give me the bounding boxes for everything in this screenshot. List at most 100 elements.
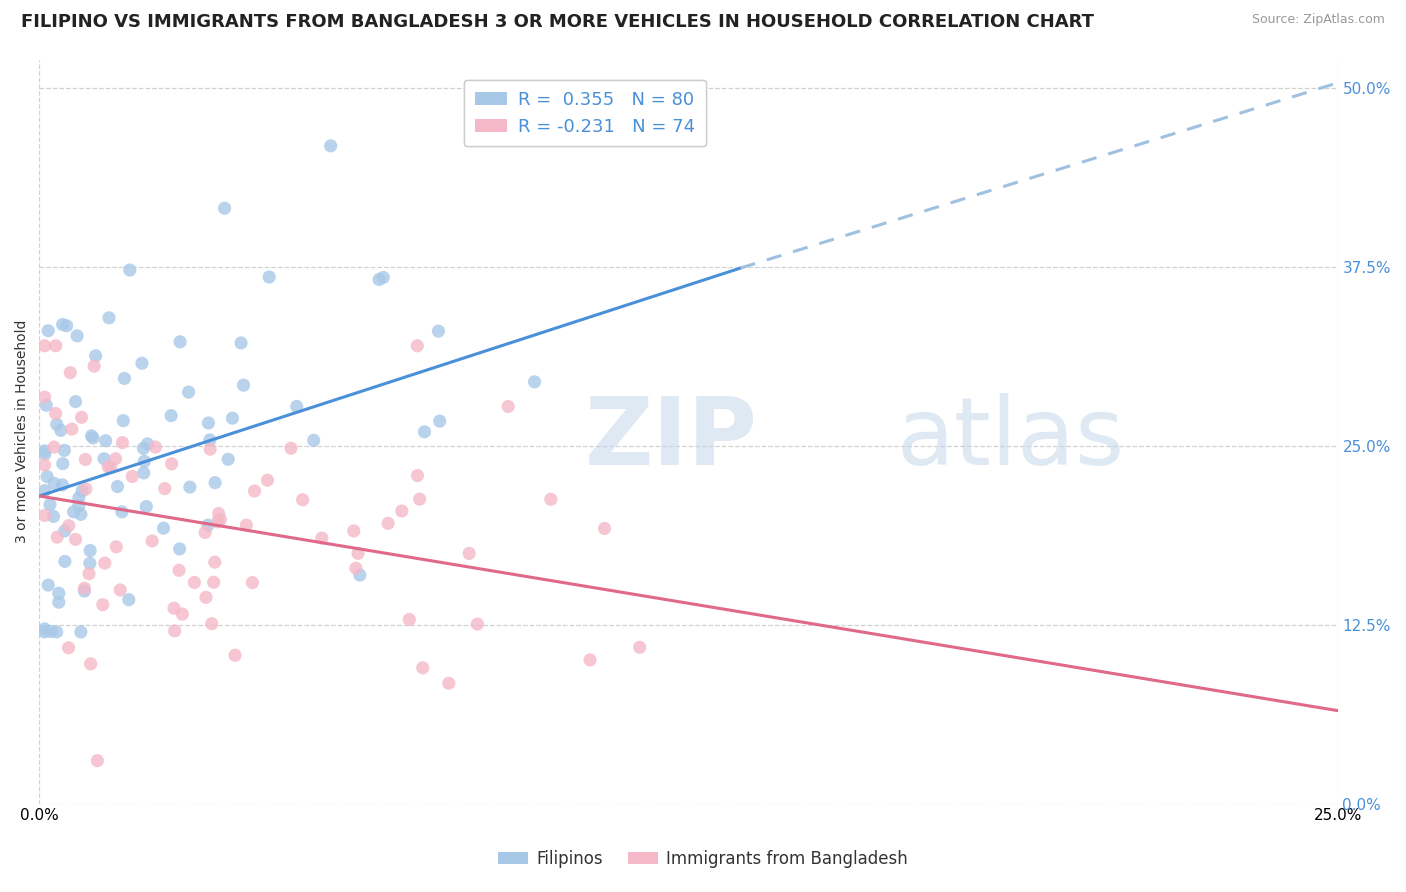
Point — [579, 653, 602, 667]
Point — [37, 324, 59, 338]
Point — [412, 661, 434, 675]
Point — [84, 349, 107, 363]
Point — [59, 366, 82, 380]
Point — [45, 339, 67, 353]
Point — [112, 414, 135, 428]
Point — [45, 624, 67, 639]
Point — [39, 624, 62, 639]
Point — [163, 601, 186, 615]
Point — [217, 452, 239, 467]
Point — [194, 525, 217, 540]
Point — [35, 398, 58, 412]
Point — [160, 457, 183, 471]
Point — [110, 582, 132, 597]
Point — [235, 518, 257, 533]
Point — [134, 454, 156, 468]
Point — [136, 437, 159, 451]
Point — [145, 440, 167, 454]
Point — [58, 518, 80, 533]
Point — [39, 498, 62, 512]
Point — [75, 452, 97, 467]
Point — [344, 561, 367, 575]
Point — [458, 546, 481, 560]
Point — [429, 414, 451, 428]
Point — [100, 460, 122, 475]
Point — [67, 499, 90, 513]
Point — [169, 334, 191, 349]
Point — [111, 505, 134, 519]
Text: Source: ZipAtlas.com: Source: ZipAtlas.com — [1251, 13, 1385, 27]
Point — [79, 543, 101, 558]
Point — [70, 508, 93, 522]
Point — [373, 270, 395, 285]
Point — [118, 592, 141, 607]
Point — [45, 407, 67, 421]
Point — [77, 566, 100, 581]
Point — [44, 476, 66, 491]
Point — [243, 483, 266, 498]
Point — [93, 451, 115, 466]
Point — [79, 556, 101, 570]
Y-axis label: 3 or more Vehicles in Household: 3 or more Vehicles in Household — [15, 320, 30, 543]
Point — [224, 648, 246, 663]
Point — [467, 617, 489, 632]
Point — [593, 521, 616, 535]
Point — [406, 339, 429, 353]
Point — [202, 575, 225, 590]
Point — [97, 459, 120, 474]
Point — [104, 451, 127, 466]
Point — [94, 556, 117, 570]
Point — [83, 359, 105, 373]
Point — [368, 272, 391, 286]
Point — [91, 598, 114, 612]
Point — [55, 318, 77, 333]
Point — [204, 555, 226, 569]
Point — [53, 443, 76, 458]
Point — [302, 434, 325, 448]
Point — [311, 531, 333, 545]
Point — [111, 435, 134, 450]
Point — [391, 504, 413, 518]
Point — [413, 425, 436, 439]
Legend: Filipinos, Immigrants from Bangladesh: Filipinos, Immigrants from Bangladesh — [491, 844, 915, 875]
Point — [242, 575, 264, 590]
Point — [70, 410, 93, 425]
Point — [377, 516, 399, 531]
Point — [37, 578, 59, 592]
Point — [523, 375, 546, 389]
Point — [131, 356, 153, 370]
Point — [46, 530, 69, 544]
Point — [347, 546, 370, 560]
Point — [60, 422, 83, 436]
Point — [121, 469, 143, 483]
Point — [163, 624, 186, 638]
Point — [291, 492, 314, 507]
Point — [285, 400, 308, 414]
Point — [53, 524, 76, 538]
Point — [141, 533, 163, 548]
Point — [437, 676, 460, 690]
Legend: R =  0.355   N = 80, R = -0.231   N = 74: R = 0.355 N = 80, R = -0.231 N = 74 — [464, 79, 706, 146]
Point — [118, 263, 141, 277]
Point — [169, 541, 191, 556]
Point — [53, 554, 76, 568]
Point — [112, 371, 135, 385]
Point — [34, 339, 56, 353]
Point — [172, 607, 194, 621]
Text: ZIP: ZIP — [585, 393, 758, 485]
Point — [66, 329, 89, 343]
Point — [408, 492, 430, 507]
Point — [177, 385, 200, 400]
Point — [628, 640, 651, 655]
Point — [94, 434, 117, 448]
Point — [198, 442, 221, 457]
Point — [86, 754, 108, 768]
Point — [48, 586, 70, 600]
Point — [42, 440, 65, 454]
Point — [132, 442, 155, 456]
Point — [79, 657, 101, 671]
Point — [65, 394, 87, 409]
Point — [153, 482, 176, 496]
Point — [73, 584, 96, 599]
Point — [319, 138, 342, 153]
